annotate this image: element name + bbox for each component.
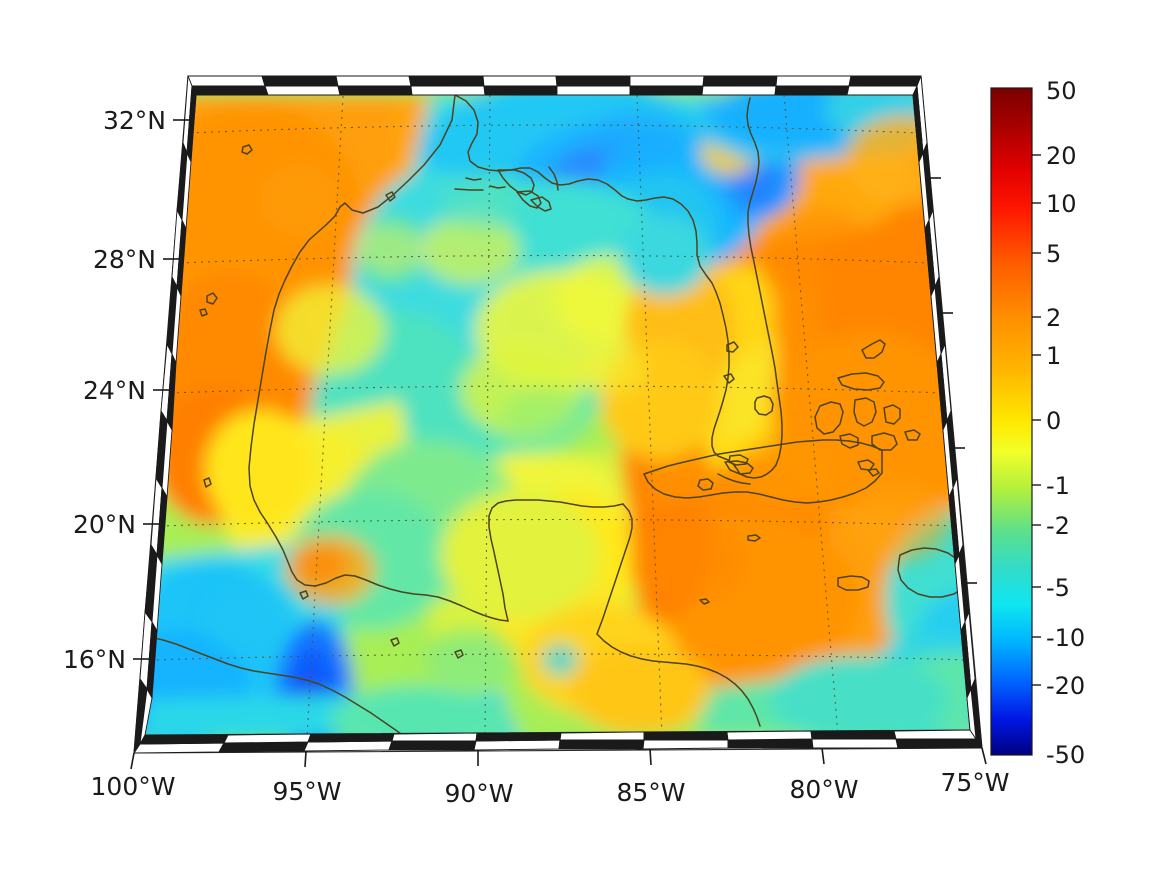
coast-cayman (747, 534, 761, 542)
tick-lon-100 (130, 752, 135, 770)
cb-label-1: 1 (1046, 342, 1061, 370)
lon-label-95w: 95°W (272, 777, 341, 806)
coast-jamaica (837, 575, 870, 591)
coast-bahamas-exuma (839, 433, 859, 449)
frame-band-top-inner (191, 85, 918, 96)
tick-lon-75 (981, 747, 987, 765)
lat-label-16n: 16°N (63, 645, 126, 674)
coast-veracruz-tabasco (425, 594, 509, 622)
colorbar-gradient[interactable] (990, 87, 1033, 756)
cb-label-minus-2: -2 (1046, 512, 1070, 540)
graticule (149, 95, 970, 735)
coast-cuba-north (643, 439, 883, 475)
graticule-lat-32 (189, 124, 919, 134)
coast-charlotte-harbor (723, 373, 735, 384)
latitude-tick-labels: 32°N 28°N 24°N 20°N 16°N (63, 106, 166, 674)
coast-bahamas-grand (837, 372, 885, 391)
lat-label-28n: 28°N (93, 245, 156, 274)
tick-lon-85 (649, 748, 652, 766)
coast-inland-lake-6 (299, 590, 309, 600)
longitude-tick-labels: 100°W 95°W 90°W 85°W 80°W 75°W (91, 768, 1010, 808)
colorbar-tick-labels: 50 20 10 5 2 1 0 -1 -2 -5 -10 -20 -50 (1046, 77, 1085, 769)
cb-label-2: 2 (1046, 304, 1061, 332)
coast-island-b (489, 185, 506, 189)
cb-label-minus-5: -5 (1046, 574, 1070, 602)
coast-yucatan-east (596, 503, 633, 635)
coast-delta-birdfoot (530, 196, 552, 212)
coast-bahamas-eleuthera (853, 397, 877, 427)
coast-inland-lake-3 (199, 308, 208, 317)
coast-swan-islet (699, 598, 710, 605)
coast-florida-west (711, 291, 741, 475)
lon-label-80w: 80°W (789, 775, 858, 804)
tick-lon-95 (304, 750, 307, 768)
lat-label-24n: 24°N (83, 376, 146, 405)
coast-isla-juventud (697, 478, 714, 491)
coast-cuba-south (643, 449, 883, 504)
cb-label-minus-1: -1 (1046, 472, 1070, 500)
coast-florida-east (746, 97, 783, 466)
coast-bahamas-long (871, 432, 898, 451)
coast-keys-chain (717, 473, 751, 485)
frame-band-top (187, 75, 922, 87)
lat-label-32n: 32°N (103, 106, 166, 135)
coast-belize-honduras (596, 633, 761, 727)
lon-label-85w: 85°W (616, 778, 685, 807)
cb-label-20: 20 (1046, 142, 1077, 170)
coastlines (149, 95, 968, 735)
coast-chandeleur (548, 166, 559, 191)
cb-label-10: 10 (1046, 190, 1077, 218)
coast-delta-lobe-2 (516, 190, 542, 209)
lat-label-20n: 20°N (73, 510, 136, 539)
map-data-field (145, 95, 970, 735)
map-frame (133, 75, 983, 755)
frame-band-right-inner (912, 84, 977, 740)
cb-label-minus-50: -50 (1046, 741, 1085, 769)
coast-bahamas-andros (814, 401, 844, 435)
tick-lon-80 (821, 747, 825, 765)
coast-inland-lake-5 (385, 191, 396, 202)
coast-island-a (465, 177, 482, 181)
lon-label-90w: 90°W (444, 779, 513, 808)
frame-band-right (916, 75, 983, 749)
graticule-lat-20 (159, 518, 958, 527)
cb-label-minus-20: -20 (1046, 672, 1085, 700)
coast-islet-a (867, 468, 880, 477)
coast-bahamas-small-1 (904, 429, 921, 441)
colorbar-ticks (1032, 154, 1041, 686)
coast-bahamas-abaco (861, 339, 886, 359)
coast-bahamas-small-2 (857, 459, 875, 471)
coast-florida-keys (739, 464, 777, 479)
lon-label-75w: 75°W (940, 768, 1009, 797)
cb-label-5: 5 (1046, 240, 1061, 268)
cb-label-minus-10: -10 (1046, 624, 1085, 652)
coast-cuba-bay (724, 460, 754, 475)
coast-bahamas-cat (883, 404, 901, 425)
coast-lake-okeechobee (754, 395, 774, 416)
coast-texas-mexico (248, 95, 456, 596)
coast-florida-bay (728, 454, 749, 466)
coast-florida-panhandle (627, 196, 717, 293)
coast-inland-lake-1 (241, 144, 253, 155)
coast-inland-lake-7 (454, 649, 464, 659)
cb-label-50: 50 (1046, 77, 1077, 105)
frame-band-left-inner (139, 85, 197, 745)
coast-louisiana (454, 95, 629, 200)
coast-tampa-bay (726, 341, 739, 353)
coast-inland-lake-8 (390, 637, 400, 647)
coast-pacific-mexico (149, 636, 406, 735)
coast-inland-lake-4 (203, 477, 212, 488)
coast-inland-lake-2 (206, 292, 218, 305)
lon-label-100w: 100°W (91, 772, 176, 801)
coast-yucatan (488, 499, 624, 622)
frame-band-left (133, 75, 193, 755)
coast-barrier-islands (454, 188, 484, 191)
cb-label-0: 0 (1046, 407, 1061, 435)
axis-ticks (130, 119, 987, 770)
colorbar[interactable]: 50 20 10 5 2 1 0 -1 -2 -5 -10 -20 -50 (990, 77, 1085, 769)
